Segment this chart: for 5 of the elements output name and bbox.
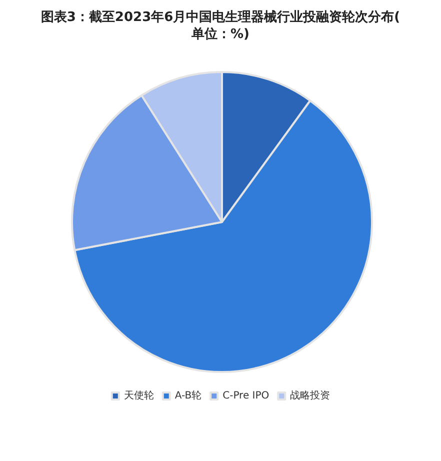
legend-label: A-B轮 xyxy=(174,390,202,402)
legend-label: C-Pre IPO xyxy=(222,390,270,402)
legend-label: 战略投资 xyxy=(290,390,330,402)
legend-label: 天使轮 xyxy=(124,390,154,402)
chart-title: 图表3：截至2023年6月中国电生理器械行业投融资轮次分布(单位：%) xyxy=(40,10,400,42)
